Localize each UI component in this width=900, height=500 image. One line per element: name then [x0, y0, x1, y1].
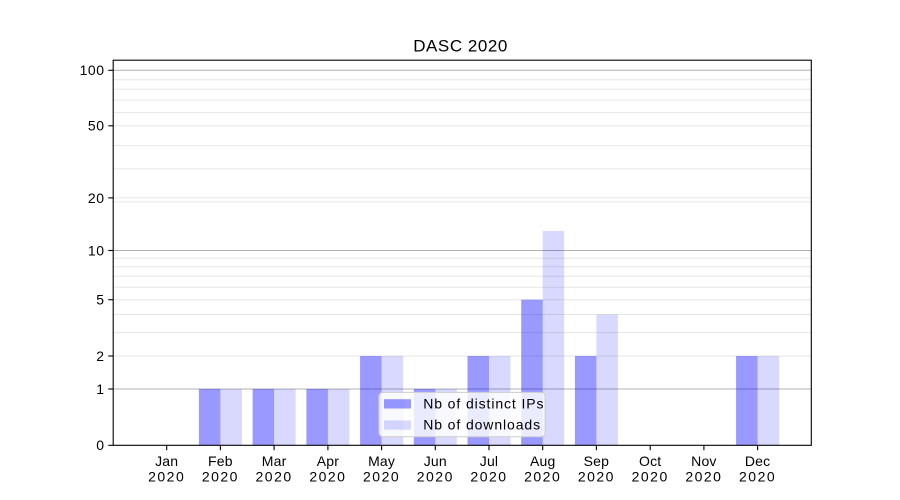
svg-text:1: 1	[96, 381, 104, 397]
svg-text:2020: 2020	[470, 468, 507, 484]
svg-text:2020: 2020	[685, 468, 722, 484]
svg-text:Nov: Nov	[691, 453, 717, 469]
svg-text:20: 20	[88, 190, 105, 206]
svg-text:2020: 2020	[578, 468, 615, 484]
svg-text:2020: 2020	[148, 468, 185, 484]
svg-text:10: 10	[88, 242, 105, 258]
svg-text:0: 0	[96, 437, 104, 453]
svg-text:2020: 2020	[632, 468, 669, 484]
svg-text:Jan: Jan	[155, 453, 178, 469]
svg-text:Apr: Apr	[317, 453, 340, 469]
svg-text:Jul: Jul	[480, 453, 499, 469]
svg-text:Nb of distinct IPs: Nb of distinct IPs	[423, 396, 544, 412]
svg-text:2020: 2020	[417, 468, 454, 484]
svg-text:May: May	[368, 453, 395, 469]
svg-text:2020: 2020	[739, 468, 776, 484]
svg-text:Feb: Feb	[208, 453, 233, 469]
svg-text:2020: 2020	[524, 468, 561, 484]
svg-text:Aug: Aug	[530, 453, 556, 469]
svg-text:2020: 2020	[202, 468, 239, 484]
svg-text:Sep: Sep	[584, 453, 610, 469]
svg-text:5: 5	[96, 292, 104, 308]
svg-text:DASC 2020: DASC 2020	[413, 37, 508, 56]
svg-text:2020: 2020	[256, 468, 293, 484]
svg-text:Mar: Mar	[262, 453, 287, 469]
svg-text:50: 50	[88, 118, 105, 134]
svg-text:2020: 2020	[363, 468, 400, 484]
svg-text:Nb of downloads: Nb of downloads	[423, 416, 541, 432]
svg-text:2: 2	[96, 348, 104, 364]
svg-text:100: 100	[80, 62, 105, 78]
svg-text:Oct: Oct	[639, 453, 661, 469]
svg-text:Jun: Jun	[424, 453, 447, 469]
svg-text:Dec: Dec	[745, 453, 771, 469]
svg-text:2020: 2020	[309, 468, 346, 484]
